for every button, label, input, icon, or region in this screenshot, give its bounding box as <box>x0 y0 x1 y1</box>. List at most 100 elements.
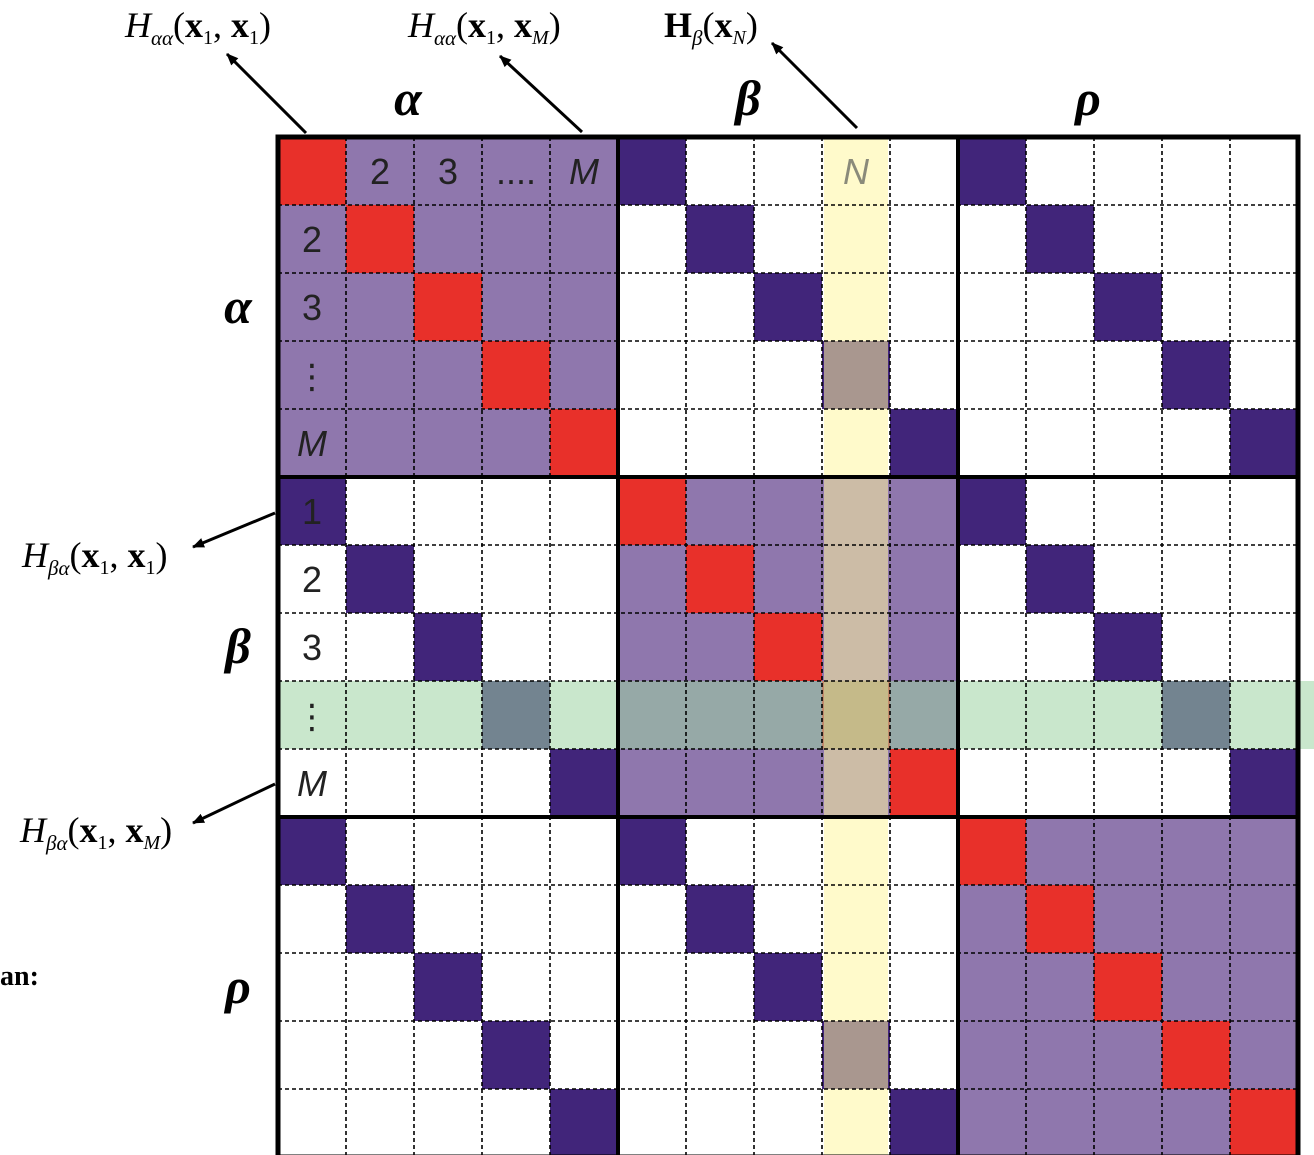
matrix-cell-r14-c3 <box>414 1021 482 1089</box>
matrix-cell-r15-c14 <box>1162 1089 1230 1155</box>
matrix-cell-r13-c4 <box>482 953 550 1021</box>
matrix-cell-r15-c5 <box>550 1089 618 1155</box>
matrix-cell-r3-c7 <box>686 273 754 341</box>
matrix-cell-r14-c12 <box>1026 1021 1094 1089</box>
matrix-cell-r3-c14 <box>1162 273 1230 341</box>
matrix-cell-r10-c5 <box>550 749 618 817</box>
matrix-cell-r10-c13 <box>1094 749 1162 817</box>
row-label-4: ⋮ <box>295 358 329 396</box>
matrix-cell-r5-c14 <box>1162 409 1230 477</box>
matrix-cell-r1-c12 <box>1026 137 1094 205</box>
matrix-cell-r5-c2 <box>346 409 414 477</box>
matrix-cell-r7-c12 <box>1026 545 1094 613</box>
matrix-cell-r1-c7 <box>686 137 754 205</box>
matrix-cell-r4-c12 <box>1026 341 1094 409</box>
matrix-cell-r15-c2 <box>346 1089 414 1155</box>
matrix-cell-r2-c13 <box>1094 205 1162 273</box>
matrix-cell-r1-c14 <box>1162 137 1230 205</box>
matrix-cell-r11-c2 <box>346 817 414 885</box>
matrix-cell-r11-c15 <box>1230 817 1298 885</box>
matrix-cell-r3-c13 <box>1094 273 1162 341</box>
matrix-cell-r13-c5 <box>550 953 618 1021</box>
matrix-cell-r3-c1 <box>278 273 346 341</box>
matrix-cell-r1-c11 <box>958 137 1026 205</box>
cell-labels: 2 3.... M 2 3 ⋮ M N 1 2 3 ⋮ M <box>295 151 870 804</box>
matrix-cell-r5-c10 <box>890 409 958 477</box>
matrix-cell-r5-c12 <box>1026 409 1094 477</box>
matrix-cell-r15-c3 <box>414 1089 482 1155</box>
column-label-5: M <box>569 151 599 192</box>
callout-arrows <box>192 41 859 825</box>
matrix-cell-r3-c10 <box>890 273 958 341</box>
matrix-cell-r11-c8 <box>754 817 822 885</box>
matrix-cell-r4-c6 <box>618 341 686 409</box>
matrix-cell-r15-c12 <box>1026 1089 1094 1155</box>
matrix-cell-r15-c6 <box>618 1089 686 1155</box>
matrix-cell-r10-c8 <box>754 749 822 817</box>
matrix-cell-r10-c14 <box>1162 749 1230 817</box>
matrix-cell-r1-c8 <box>754 137 822 205</box>
matrix-cell-r3-c11 <box>958 273 1026 341</box>
matrix-cell-r13-c14 <box>1162 953 1230 1021</box>
row-label-10: M <box>297 763 327 804</box>
matrix-cell-r2-c7 <box>686 205 754 273</box>
matrix-cell-r8-c12 <box>1026 613 1094 681</box>
callout-h-ba-11: Hβα(x1, x1) <box>21 535 167 580</box>
matrix-cell-r1-c2 <box>346 137 414 205</box>
matrix-cell-r3-c3 <box>414 273 482 341</box>
matrix-cell-r2-c2 <box>346 205 414 273</box>
matrix-cell-r8-c11 <box>958 613 1026 681</box>
matrix-cell-r7-c5 <box>550 545 618 613</box>
matrix-cell-r13-c1 <box>278 953 346 1021</box>
matrix-cell-r4-c15 <box>1230 341 1298 409</box>
matrix-cell-r6-c11 <box>958 477 1026 545</box>
highlighted-row-band <box>278 681 1314 749</box>
matrix-cell-r8-c10 <box>890 613 958 681</box>
matrix-cell-r7-c4 <box>482 545 550 613</box>
matrix-cell-r4-c7 <box>686 341 754 409</box>
matrix-cell-r6-c10 <box>890 477 958 545</box>
matrix-cell-r5-c8 <box>754 409 822 477</box>
matrix-cell-r8-c1 <box>278 613 346 681</box>
matrix-cell-r15-c13 <box>1094 1089 1162 1155</box>
matrix-cell-r8-c15 <box>1230 613 1298 681</box>
arrow-h-ba-1M <box>192 782 276 825</box>
matrix-cell-r11-c7 <box>686 817 754 885</box>
matrix-cell-r10-c7 <box>686 749 754 817</box>
row-label-5: M <box>297 423 327 464</box>
matrix-border <box>275 134 1301 1155</box>
matrix-cell-r10-c1 <box>278 749 346 817</box>
matrix-cell-r14-c8 <box>754 1021 822 1089</box>
matrix-cell-r14-c6 <box>618 1021 686 1089</box>
matrix-cell-r10-c2 <box>346 749 414 817</box>
matrix-cell-r3-c15 <box>1230 273 1298 341</box>
matrix-cell-r8-c3 <box>414 613 482 681</box>
matrix-cell-r8-c2 <box>346 613 414 681</box>
matrix-cell-r2-c10 <box>890 205 958 273</box>
matrix-cell-r5-c13 <box>1094 409 1162 477</box>
matrix-cell-r8-c13 <box>1094 613 1162 681</box>
matrix-cell-r12-c8 <box>754 885 822 953</box>
column-label-3: 3 <box>438 151 458 192</box>
matrix-cell-r12-c6 <box>618 885 686 953</box>
matrix-cell-r7-c6 <box>618 545 686 613</box>
matrix-cell-r11-c3 <box>414 817 482 885</box>
matrix-cell-r1-c10 <box>890 137 958 205</box>
column-label-4: .... <box>496 151 536 192</box>
matrix-cell-r13-c15 <box>1230 953 1298 1021</box>
matrix-cell-r11-c10 <box>890 817 958 885</box>
highlighted-column-band <box>824 137 888 1155</box>
matrix-cell-r5-c15 <box>1230 409 1298 477</box>
matrix-cell-r3-c5 <box>550 273 618 341</box>
matrix-cell-r15-c4 <box>482 1089 550 1155</box>
arrow-h-b-N <box>770 41 859 130</box>
matrix-cell-r4-c8 <box>754 341 822 409</box>
matrix-cell-r13-c11 <box>958 953 1026 1021</box>
matrix-cell-r15-c10 <box>890 1089 958 1155</box>
matrix-cell-r4-c4 <box>482 341 550 409</box>
matrix-cell-r2-c8 <box>754 205 822 273</box>
matrix-cell-r11-c6 <box>618 817 686 885</box>
matrix-cell-r2-c15 <box>1230 205 1298 273</box>
matrix-cell-r12-c13 <box>1094 885 1162 953</box>
matrix-cell-r10-c3 <box>414 749 482 817</box>
